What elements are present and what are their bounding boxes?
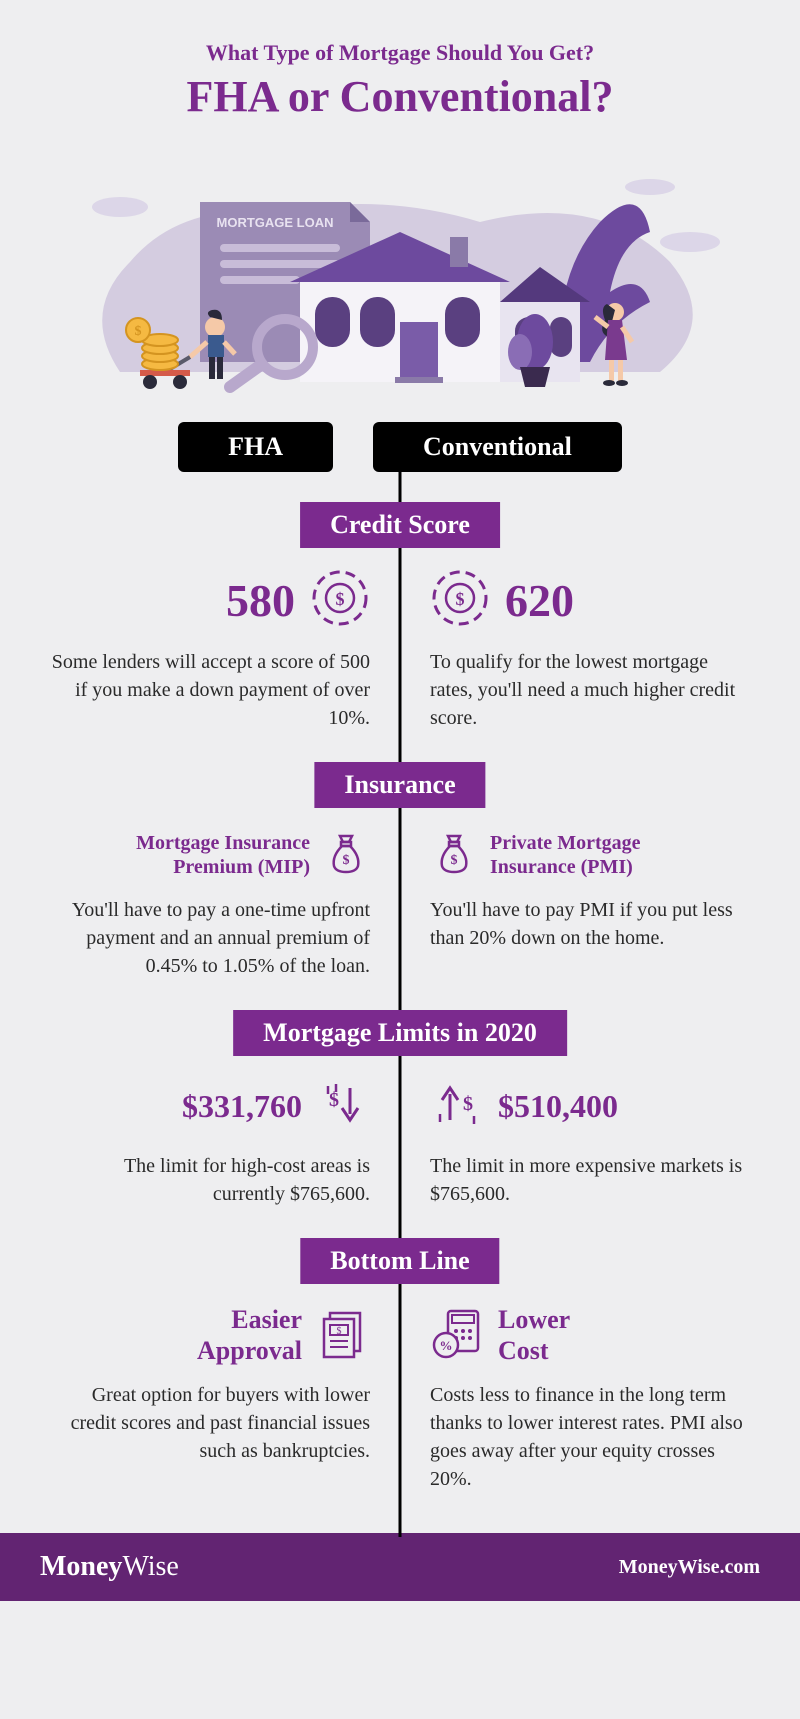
subtitle: What Type of Mortgage Should You Get?	[20, 40, 780, 66]
hero-illustration: MORTGAGE LOAN	[0, 132, 800, 422]
svg-text:$: $	[456, 589, 465, 609]
fha-credit-score: 580	[226, 574, 295, 627]
conv-credit-desc: To qualify for the lowest mortgage rates…	[430, 648, 750, 732]
conv-credit-score: 620	[505, 574, 574, 627]
footer-url: MoneyWise.com	[619, 1556, 760, 1579]
svg-text:$: $	[463, 1093, 473, 1115]
svg-text:$: $	[329, 1089, 339, 1111]
footer: MoneyWise MoneyWise.com	[0, 1533, 800, 1601]
section-bottom-line: Bottom Line	[300, 1238, 499, 1284]
svg-text:$: $	[451, 853, 458, 868]
conv-limit-value: $510,400	[498, 1088, 618, 1125]
dollar-up-icon: $	[430, 1076, 486, 1137]
svg-text:$: $	[337, 1326, 342, 1337]
doc-label: MORTGAGE LOAN	[217, 215, 334, 230]
dollar-down-icon: $	[314, 1076, 370, 1137]
coin-chip-icon: $	[430, 568, 490, 633]
money-bag-icon: $	[322, 828, 370, 881]
fha-insurance-desc: You'll have to pay a one-time upfront pa…	[50, 896, 370, 980]
conv-insurance-desc: You'll have to pay PMI if you put less t…	[430, 896, 750, 952]
main-title: FHA or Conventional?	[20, 71, 780, 122]
fha-insurance-heading: Mortgage Insurance Premium (MIP)	[130, 831, 310, 879]
coin-chip-icon: $	[310, 568, 370, 633]
calculator-percent-icon: %	[430, 1305, 486, 1366]
document-dollar-icon: $	[314, 1305, 370, 1366]
tab-conventional: Conventional	[373, 422, 622, 472]
conv-limit-desc: The limit in more expensive markets is $…	[430, 1152, 750, 1208]
svg-text:%: %	[440, 1338, 453, 1353]
brand-wise: Wise	[122, 1551, 178, 1582]
footer-brand: MoneyWise	[40, 1551, 179, 1583]
svg-text:$: $	[336, 589, 345, 609]
section-credit-score: Credit Score	[300, 502, 500, 548]
brand-money: Money	[40, 1551, 122, 1582]
tab-fha: FHA	[178, 422, 333, 472]
section-insurance: Insurance	[314, 762, 485, 808]
conv-bottom-desc: Costs less to finance in the long term t…	[430, 1381, 750, 1493]
conv-bottom-heading: Lower Cost	[498, 1304, 598, 1366]
fha-bottom-desc: Great option for buyers with lower credi…	[50, 1381, 370, 1465]
fha-credit-desc: Some lenders will accept a score of 500 …	[50, 648, 370, 732]
svg-text:$: $	[343, 853, 350, 868]
fha-limit-desc: The limit for high-cost areas is current…	[50, 1152, 370, 1208]
fha-bottom-heading: Easier Approval	[162, 1304, 302, 1366]
money-bag-icon: $	[430, 828, 478, 881]
svg-text:$: $	[135, 324, 142, 339]
fha-limit-value: $331,760	[182, 1088, 302, 1125]
section-limits: Mortgage Limits in 2020	[233, 1010, 567, 1056]
conv-insurance-heading: Private Mortgage Insurance (PMI)	[490, 831, 670, 879]
comparison-body: Credit Score 580 $ Some lenders will acc…	[0, 472, 800, 1493]
header: What Type of Mortgage Should You Get? FH…	[0, 0, 800, 132]
